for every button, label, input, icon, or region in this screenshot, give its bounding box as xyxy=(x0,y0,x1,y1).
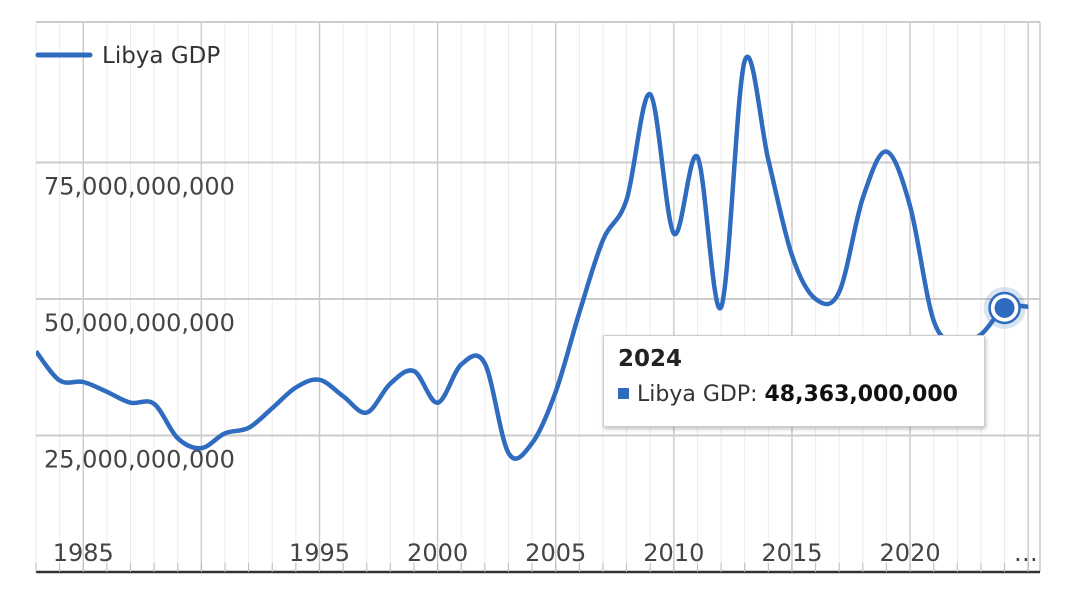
tooltip-series-label: Libya GDP: xyxy=(637,382,758,407)
x-tick-label: 2000 xyxy=(407,539,468,567)
tooltip-series-swatch xyxy=(618,388,629,399)
tooltip-row: Libya GDP: 48,363,000,000 xyxy=(618,382,970,407)
legend[interactable]: Libya GDP xyxy=(35,43,220,69)
x-tick-label: … xyxy=(1014,539,1038,567)
data-tooltip: 2024 Libya GDP: 48,363,000,000 xyxy=(603,335,985,427)
tooltip-year: 2024 xyxy=(618,346,683,372)
highlight-point[interactable] xyxy=(994,297,1015,318)
x-axis xyxy=(35,563,1040,574)
x-tick-label: 2015 xyxy=(761,539,822,567)
highlight-layer xyxy=(983,286,1026,329)
y-tick-label: 75,000,000,000 xyxy=(44,173,235,201)
grid-lines xyxy=(35,21,1041,572)
legend-label-libya-gdp: Libya GDP xyxy=(102,43,220,69)
x-axis-labels: 1985 1995 2000 2005 2010 2015 2020 … xyxy=(53,539,1038,567)
y-axis-labels: 25,000,000,000 50,000,000,000 75,000,000,0… xyxy=(44,173,235,474)
x-tick-label: 1985 xyxy=(53,539,114,567)
y-tick-label: 25,000,000,000 xyxy=(44,446,235,474)
tooltip-value: 48,363,000,000 xyxy=(764,382,958,407)
y-tick-label: 50,000,000,000 xyxy=(44,309,235,337)
series-line-libya-gdp[interactable] xyxy=(36,54,1029,461)
x-tick-label: 2005 xyxy=(525,539,586,567)
x-tick-label: 2020 xyxy=(880,539,941,567)
x-tick-label: 2010 xyxy=(643,539,704,567)
x-tick-label: 1995 xyxy=(289,539,350,567)
series-layer xyxy=(36,54,1029,461)
